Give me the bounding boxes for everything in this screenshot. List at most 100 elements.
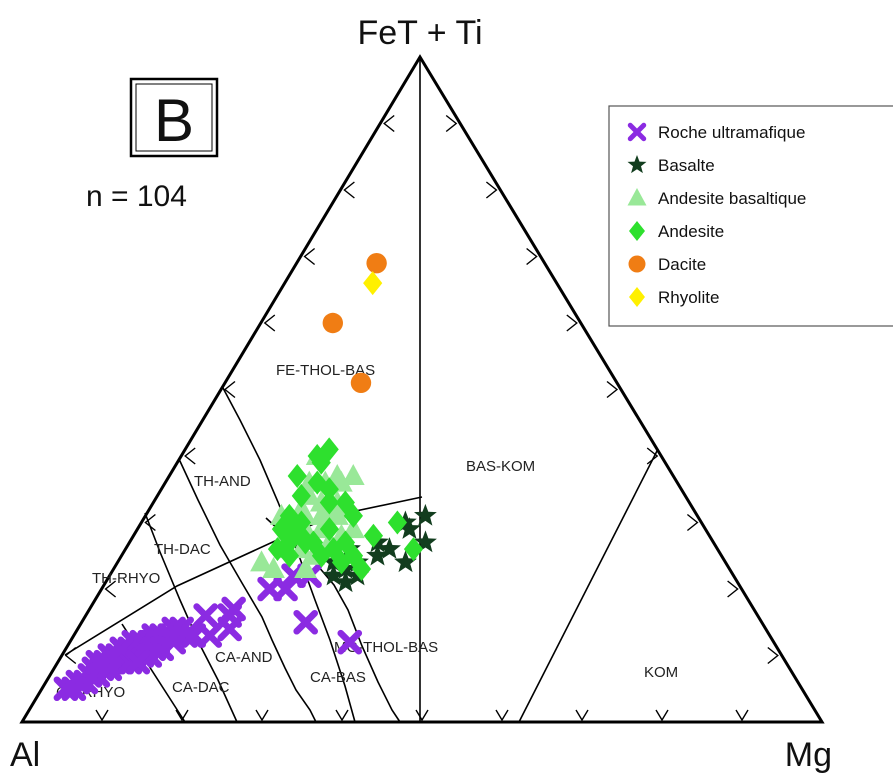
ternary-frame [19, 54, 825, 724]
tick-right-edge [445, 114, 458, 133]
point-roche-ultramafique [73, 669, 99, 695]
point-basalte [394, 550, 417, 573]
tick-right-edge [485, 181, 498, 199]
point-andesite [335, 530, 356, 555]
point-basalte [334, 570, 357, 593]
field-label-ca-and: CA-AND [215, 649, 273, 666]
tick-right-edge [526, 247, 538, 266]
tick-left-edge [144, 513, 156, 532]
tick-left-edge [104, 580, 117, 598]
point-roche-ultramafique [169, 616, 195, 642]
tick-left-edge [383, 114, 395, 133]
point-andesite-basaltique [341, 463, 365, 485]
tick-bottom-edge [175, 709, 189, 722]
legend-marker-dacite [628, 255, 646, 273]
point-roche-ultramafique [337, 629, 363, 655]
point-dacite [322, 312, 343, 334]
point-andesite-basaltique [325, 503, 349, 525]
field-label-th-and: TH-AND [194, 473, 251, 490]
point-roche-ultramafique [149, 636, 175, 662]
legend-marker-rhyolite [629, 287, 645, 307]
tick-right-edge [566, 314, 578, 332]
point-roche-ultramafique [193, 603, 218, 628]
point-andesite [291, 483, 311, 508]
tick-bottom-edge [575, 709, 589, 722]
legend-items: Roche ultramafique Basalte Andesite basalt… [627, 122, 806, 307]
legend-label-dacite: Dacite [658, 255, 706, 274]
tick-bottom-edge [735, 709, 749, 722]
field-label-th-dac: TH-DAC [154, 541, 211, 558]
legend: Roche ultramafique Basalte Andesite basalt… [608, 105, 893, 327]
point-andesite-basaltique [250, 550, 273, 572]
tick-bottom-edge [95, 709, 109, 722]
tick-left-edge [263, 314, 276, 332]
tick-left-edge [64, 646, 77, 665]
boundary-kom [518, 448, 659, 723]
tick-right-edge [606, 380, 619, 399]
legend-marker-roche-ultramafique [627, 122, 647, 142]
tick-bottom-edge [495, 709, 509, 722]
point-andesite [307, 470, 327, 495]
tick-right-edge [646, 447, 659, 465]
point-roche-ultramafique [137, 643, 163, 668]
point-andesite [319, 490, 339, 515]
tick-right-edge [767, 646, 779, 665]
tick-right-edge [686, 513, 699, 532]
point-roche-ultramafique [221, 596, 246, 622]
point-basalte [414, 503, 437, 526]
point-andesite [319, 437, 339, 462]
series-roche-ultramafique [53, 563, 363, 702]
legend-label-roche-ultramafique: Roche ultramafique [658, 123, 805, 142]
point-andesite-basaltique [262, 557, 285, 579]
point-andesite [403, 537, 424, 562]
field-label-bas-kom: BAS-KOM [466, 458, 535, 475]
point-basalte [322, 563, 345, 586]
point-roche-ultramafique [85, 649, 111, 675]
point-andesite [279, 503, 299, 528]
tick-bottom-edge [415, 709, 429, 722]
field-label-fe-thol-bas: FE-THOL-BAS [276, 362, 375, 379]
ternary-ticks [64, 114, 779, 722]
point-rhyolite [363, 271, 383, 296]
legend-box [608, 105, 893, 327]
legend-marker-andesite [629, 221, 645, 241]
point-andesite-basaltique [325, 463, 349, 485]
point-roche-ultramafique [293, 609, 318, 635]
point-roche-ultramafique [257, 576, 282, 602]
legend-marker-basalte [627, 155, 647, 174]
field-label-kom: KOM [644, 664, 678, 681]
field-label-ca-dac: CA-DAC [172, 679, 230, 696]
point-andesite [387, 510, 407, 535]
point-dacite [366, 252, 387, 274]
point-roche-ultramafique [125, 649, 151, 675]
tick-left-edge [303, 247, 316, 266]
tick-bottom-edge [255, 709, 269, 722]
point-dacite [350, 372, 372, 394]
tick-left-edge [343, 181, 355, 199]
point-andesite [279, 530, 300, 555]
boundary-th-and-dac [178, 458, 317, 723]
legend-label-rhyolite: Rhyolite [658, 288, 719, 307]
point-andesite [363, 523, 384, 548]
legend-label-basalte: Basalte [658, 156, 715, 175]
series-rhyolite [363, 271, 383, 296]
field-label-th-rhyo: TH-RHYO [92, 570, 160, 587]
point-roche-ultramafique [97, 643, 123, 668]
panel-letter: B [154, 87, 194, 154]
point-basalte [366, 543, 389, 566]
point-andesite [335, 490, 355, 515]
apex-label-left: Al [10, 736, 40, 774]
point-andesite-basaltique [294, 557, 317, 579]
point-andesite [319, 517, 340, 542]
point-andesite [291, 510, 311, 535]
point-andesite [287, 463, 307, 488]
panel-letter-box [129, 77, 219, 158]
tick-bottom-edge [335, 709, 349, 722]
apex-label-right: Mg [785, 736, 832, 774]
point-andesite [351, 557, 372, 582]
field-label-ca-bas: CA-BAS [310, 669, 366, 686]
point-basalte [414, 530, 437, 553]
legend-label-andesite: Andesite [658, 222, 724, 241]
tick-bottom-edge [655, 709, 669, 722]
point-roche-ultramafique [53, 676, 79, 702]
